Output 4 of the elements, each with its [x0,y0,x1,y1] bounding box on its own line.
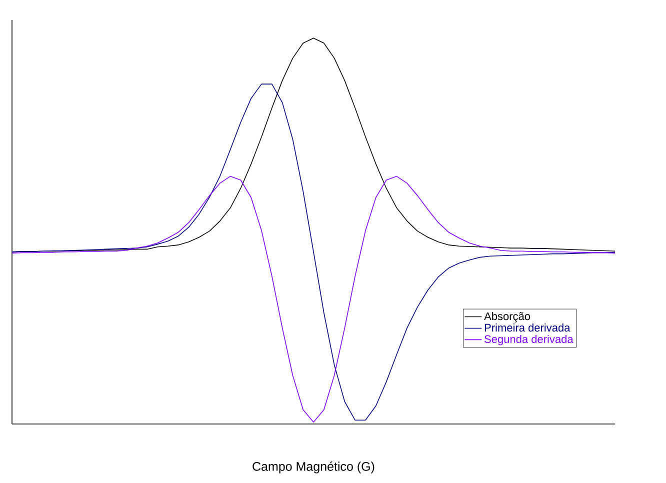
legend-label: Segunda derivada [484,334,574,346]
x-axis-title: Campo Magnético (G) [252,462,374,474]
legend-label: Absorção [484,312,530,322]
legend-label: Primeira derivada [484,324,570,332]
